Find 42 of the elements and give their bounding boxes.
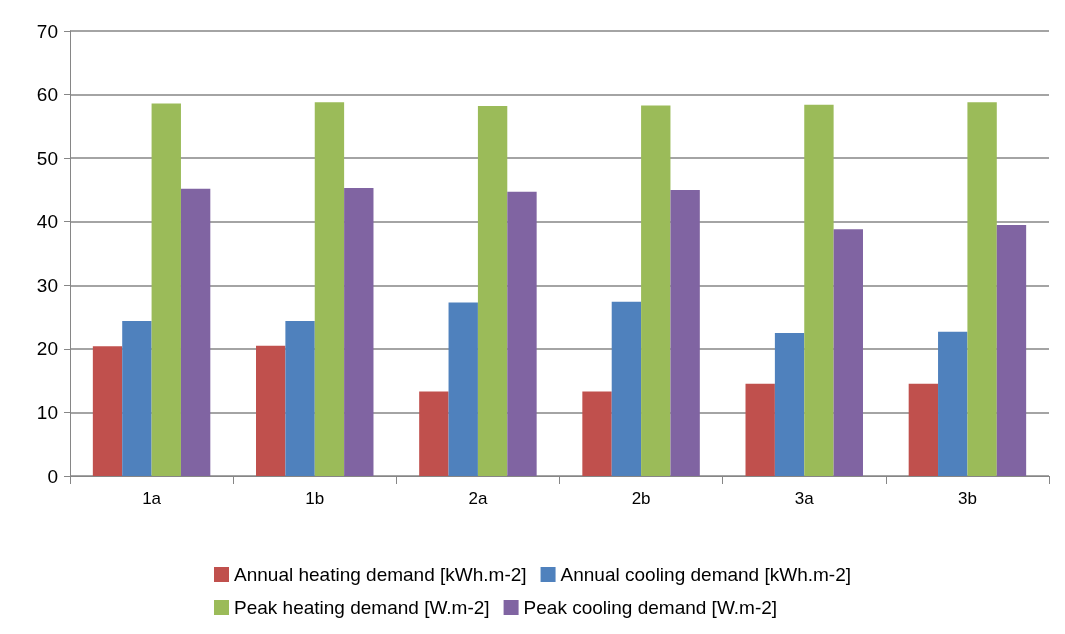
bar [344, 188, 374, 476]
y-tick-label: 70 [36, 20, 58, 42]
bar [670, 189, 700, 476]
y-tick-label: 40 [36, 211, 58, 233]
bar [611, 301, 642, 476]
bar [477, 106, 508, 476]
bar [804, 104, 834, 476]
bar [745, 383, 775, 476]
bar [122, 320, 152, 476]
x-tick-label: 2b [631, 489, 651, 508]
bar [314, 102, 345, 476]
y-tick-label: 30 [36, 274, 58, 296]
legend-label: Annual cooling demand [kWh.m-2] [560, 564, 851, 585]
bar [774, 332, 805, 476]
y-tick-label: 20 [36, 338, 58, 360]
bar [180, 188, 211, 476]
x-tick-label: 3b [957, 489, 977, 508]
bar [641, 105, 671, 476]
y-tick-label: 50 [36, 147, 58, 169]
bar [938, 331, 968, 476]
bar [285, 320, 315, 476]
y-tick-label: 10 [36, 401, 58, 423]
legend-label: Peak heating demand [W.m-2] [234, 597, 490, 618]
bar [582, 391, 612, 476]
bar [967, 102, 997, 476]
bar [256, 345, 286, 476]
bar [908, 383, 939, 476]
x-tick-label: 1b [305, 489, 325, 508]
legend-label: Peak cooling demand [W.m-2] [523, 597, 778, 618]
bar [507, 191, 537, 476]
legend-label: Annual heating demand [kWh.m-2] [234, 564, 527, 585]
bar [833, 229, 863, 476]
bar [448, 302, 478, 476]
bar [151, 103, 181, 476]
y-tick-label: 0 [47, 465, 58, 487]
bar [996, 224, 1027, 476]
bar [92, 346, 123, 476]
y-tick-label: 60 [36, 84, 58, 106]
x-tick-label: 2a [468, 489, 488, 508]
x-tick-label: 1a [142, 489, 162, 508]
x-tick-label: 3a [794, 489, 815, 508]
bar [419, 391, 449, 476]
